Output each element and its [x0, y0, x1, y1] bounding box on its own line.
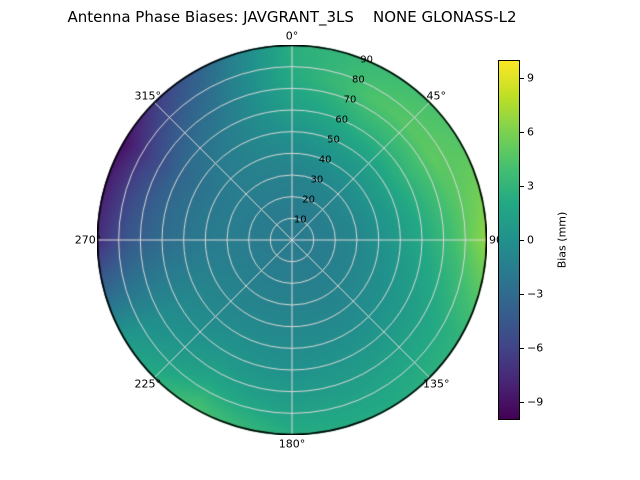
- angular-tick-label-270: 270°: [74, 233, 102, 247]
- colorbar-tick: [520, 185, 524, 187]
- colorbar-tick-label--9: −9: [527, 395, 544, 409]
- colorbar: [498, 60, 520, 420]
- angular-tick-label-225: 225°: [134, 377, 162, 391]
- angular-tick-label-315: 315°: [134, 89, 162, 103]
- colorbar-tick: [520, 347, 524, 349]
- colorbar-tick: [520, 239, 524, 241]
- colorbar-tick: [520, 131, 524, 133]
- colorbar-tick-label-0: 0: [527, 233, 534, 247]
- radial-tick-label-70: 70: [343, 94, 357, 106]
- colorbar-tick: [520, 401, 524, 403]
- radial-tick-label-90: 90: [360, 54, 373, 66]
- colorbar-tick: [520, 77, 524, 79]
- radial-tick-label-30: 30: [310, 174, 324, 186]
- colorbar-tick-label-6: 6: [527, 125, 534, 139]
- colorbar-tick-label-3: 3: [527, 179, 534, 193]
- colorbar-tick-label-9: 9: [527, 71, 534, 85]
- angular-tick-label-135: 135°: [422, 377, 450, 391]
- radial-tick-label-10: 10: [293, 214, 307, 226]
- angular-tick-label-180: 180°: [278, 437, 306, 451]
- radial-tick-label-60: 60: [335, 114, 349, 126]
- colorbar-tick: [520, 293, 524, 295]
- colorbar-axis-label: Bias (mm): [555, 211, 569, 269]
- colorbar-tick-label--6: −6: [527, 341, 544, 355]
- chart-title: Antenna Phase Biases: JAVGRANT_3LS NONE …: [67, 8, 517, 26]
- radial-tick-label-20: 20: [302, 194, 315, 206]
- colorbar-tick-label--3: −3: [527, 287, 544, 301]
- angular-tick-label-45: 45°: [426, 89, 446, 103]
- radial-tick-label-80: 80: [351, 74, 365, 86]
- radial-tick-label-40: 40: [318, 154, 332, 166]
- angular-tick-label-0: 0°: [285, 29, 299, 43]
- radial-tick-label-50: 50: [327, 134, 340, 146]
- polar-bias-heatmap: [97, 45, 487, 435]
